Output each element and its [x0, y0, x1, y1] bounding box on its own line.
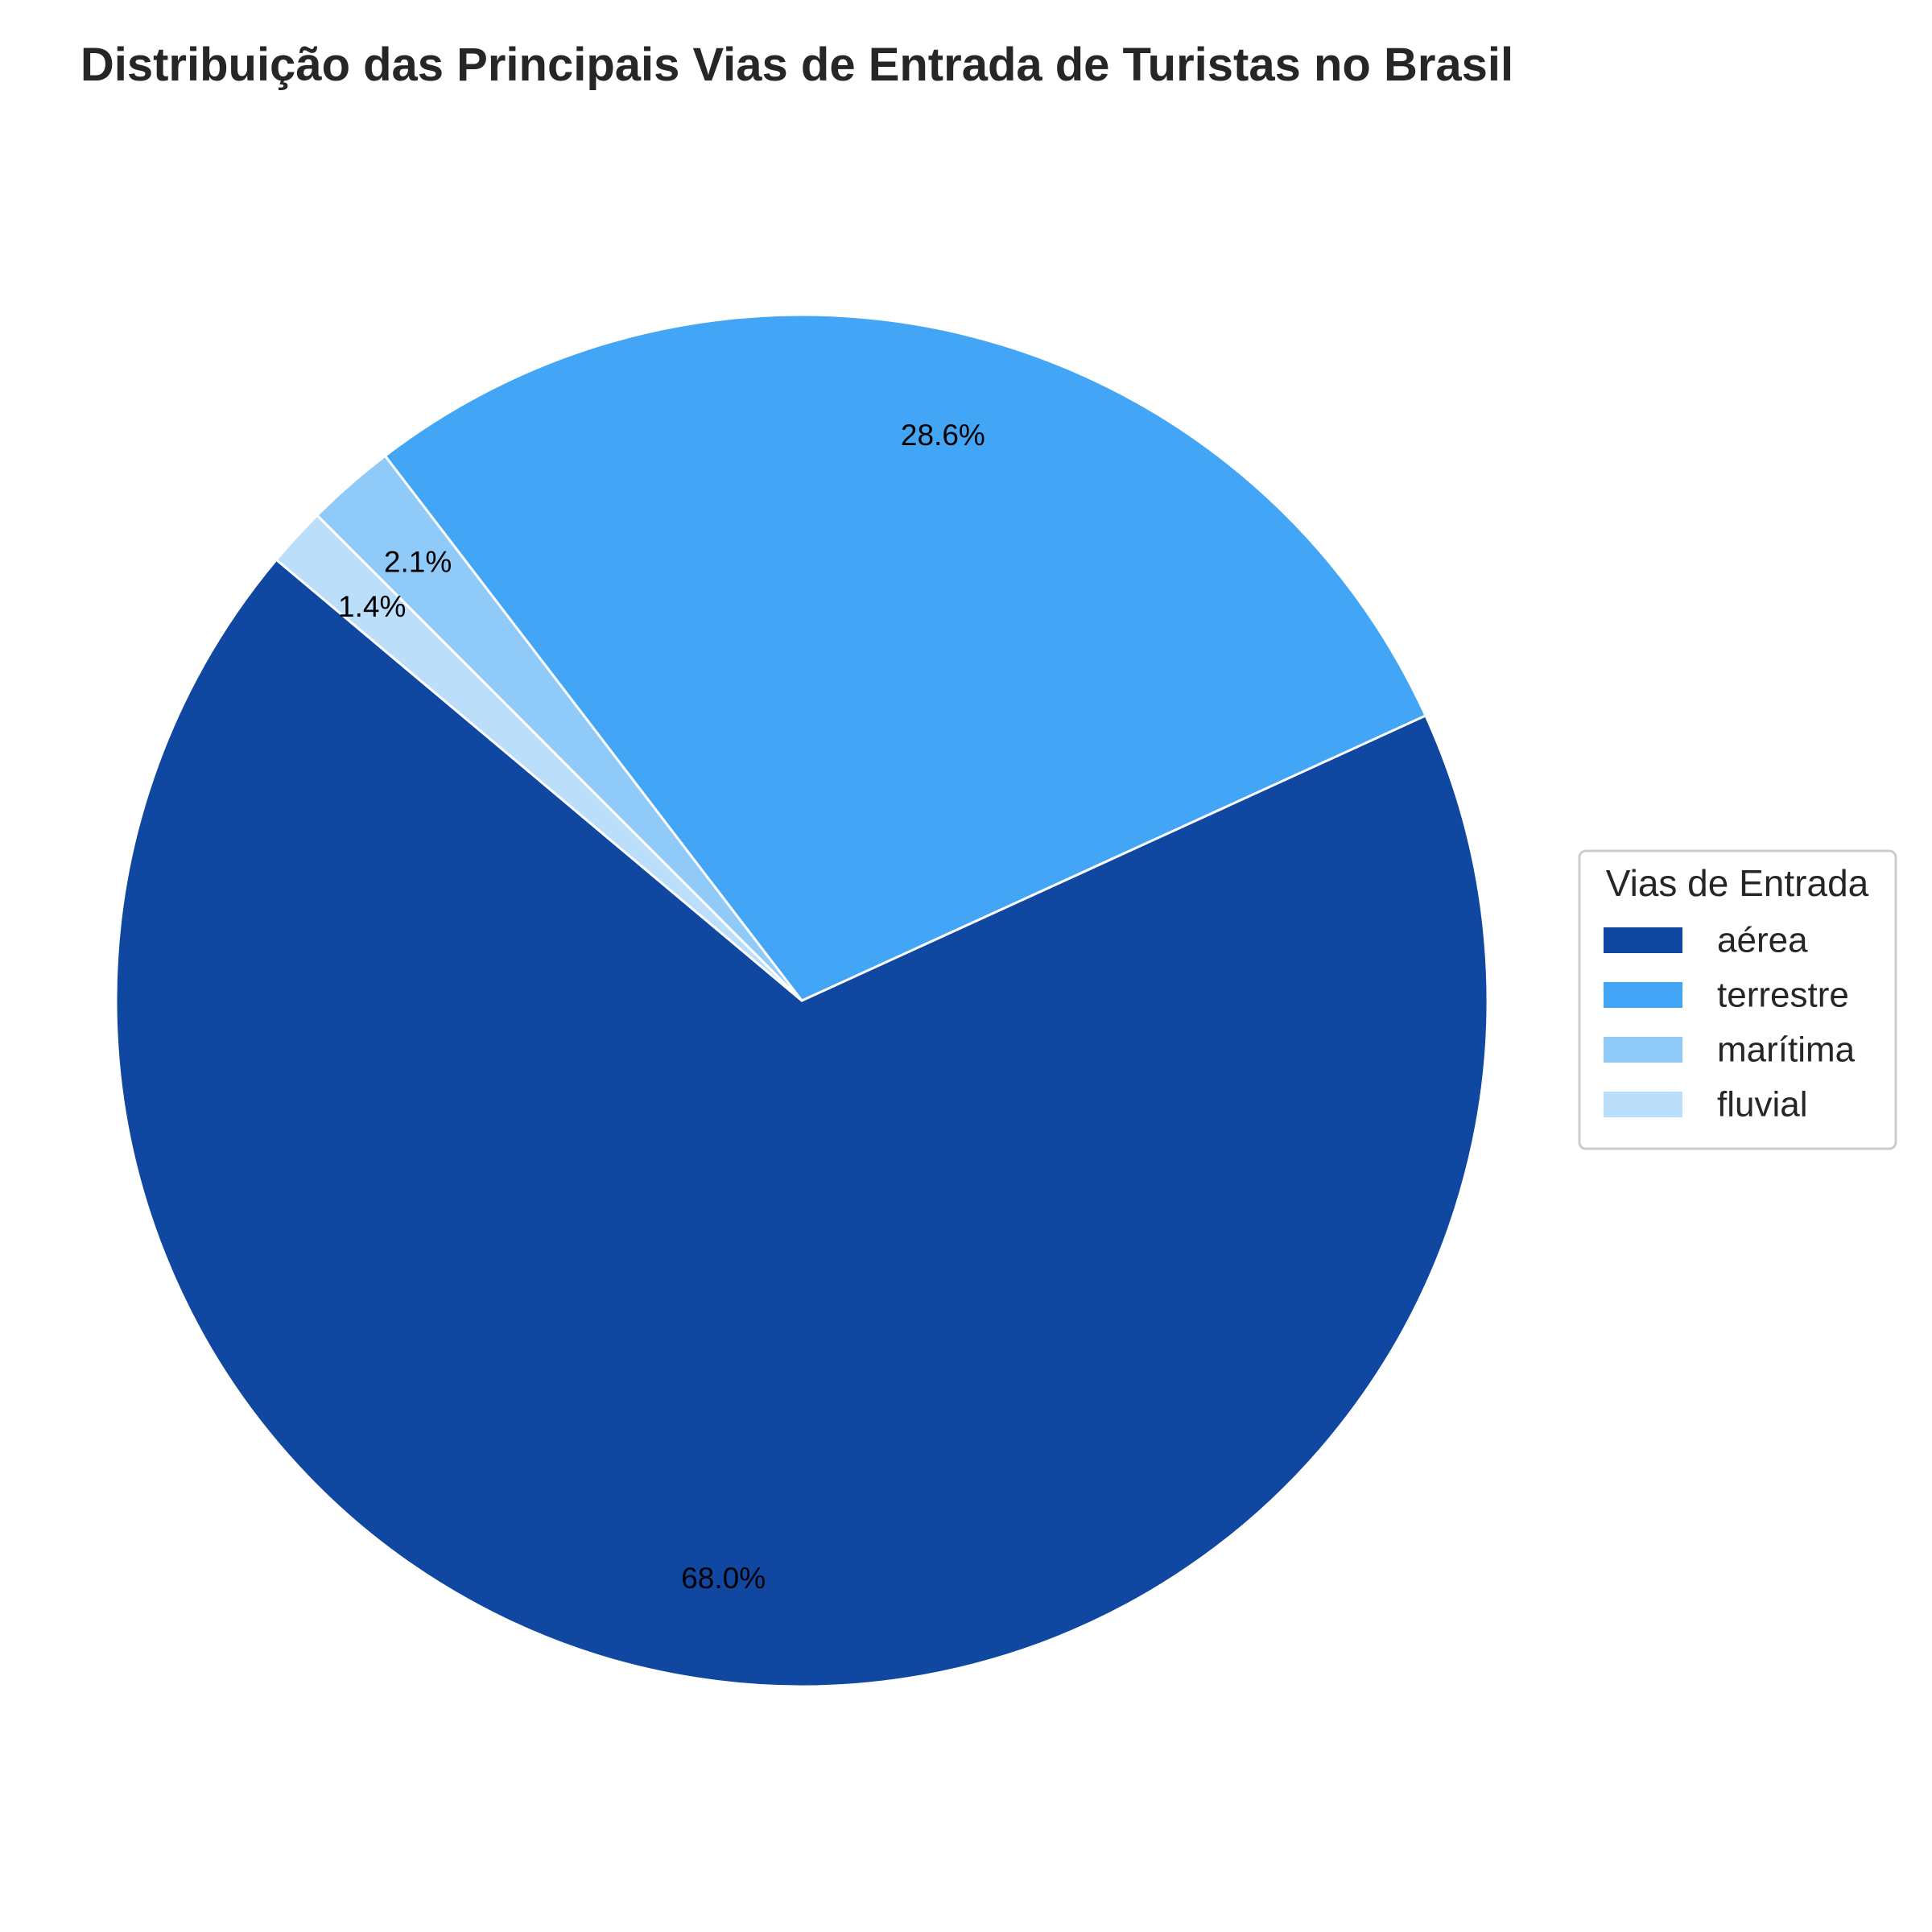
legend-label-0: aérea — [1717, 921, 1808, 960]
legend-title: Vias de Entrada — [1606, 862, 1869, 904]
legend-swatch-1 — [1604, 982, 1682, 1008]
legend-swatch-3 — [1604, 1092, 1682, 1117]
pie-value-label-3: 1.4% — [338, 590, 406, 623]
legend-frame — [1578, 849, 1897, 1150]
legend: Vias de Entrada aérea terrestre marítima fl… — [1578, 849, 1897, 1150]
pie-value-label-2: 2.1% — [384, 546, 452, 579]
pie-value-labels: 68.0% 28.6% 2.1% 1.4% — [338, 419, 985, 1595]
pie-value-label-0: 68.0% — [681, 1562, 766, 1595]
legend-items: aérea terrestre marítima fluvial — [1604, 921, 1856, 1125]
legend-label-3: fluvial — [1717, 1085, 1808, 1125]
pie-slice-3 — [275, 514, 803, 1002]
legend-label-1: terrestre — [1717, 976, 1849, 1015]
pie-slice-0 — [114, 558, 1489, 1688]
legend-swatch-2 — [1604, 1037, 1682, 1063]
chart-title: Distribuição das Principais Vias de Entr… — [80, 39, 1513, 91]
legend-label-2: marítima — [1717, 1030, 1856, 1070]
pie-slice-1 — [383, 313, 1427, 1002]
legend-swatch-0 — [1604, 927, 1682, 953]
pie-value-label-1: 28.6% — [901, 419, 985, 452]
pie-slices — [114, 313, 1489, 1688]
